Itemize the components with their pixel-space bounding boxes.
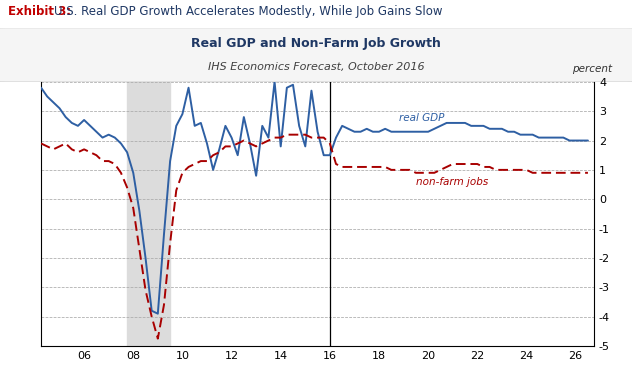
Text: U.S. Real GDP Growth Accelerates Modestly, While Job Gains Slow: U.S. Real GDP Growth Accelerates Modestl… — [54, 5, 442, 17]
Text: Real GDP and Non-Farm Job Growth: Real GDP and Non-Farm Job Growth — [191, 36, 441, 49]
Bar — [127, 82, 170, 346]
Text: IHS Economics Forecast, October 2016: IHS Economics Forecast, October 2016 — [208, 62, 424, 72]
Text: Exhibit 3:: Exhibit 3: — [8, 5, 75, 17]
Text: non-farm jobs: non-farm jobs — [416, 177, 488, 187]
FancyBboxPatch shape — [0, 28, 632, 82]
Text: real GDP: real GDP — [399, 113, 444, 124]
Text: percent: percent — [572, 64, 612, 74]
